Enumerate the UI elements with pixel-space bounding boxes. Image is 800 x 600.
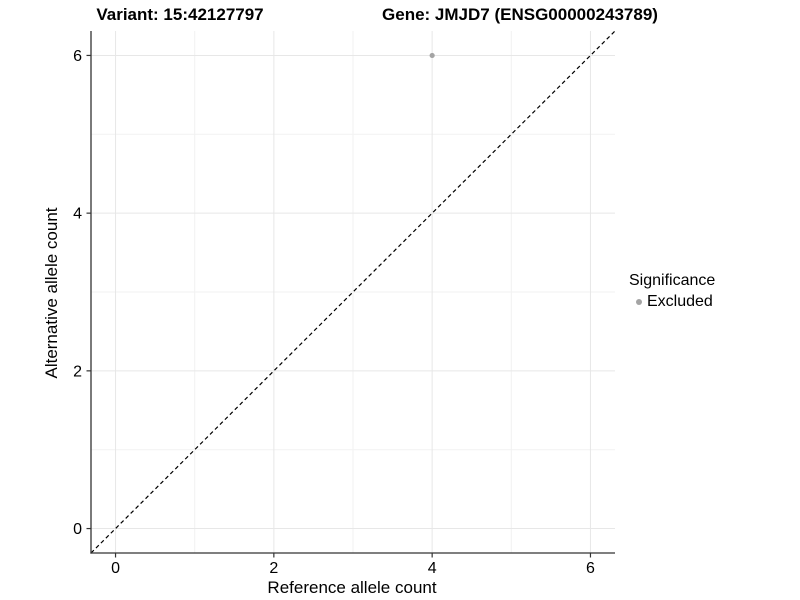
gene-title: Gene: JMJD7 (ENSG00000243789) (382, 5, 658, 24)
y-tick-label: 0 (73, 521, 82, 538)
variant-title: Variant: 15:42127797 (96, 5, 264, 24)
x-tick-label: 6 (586, 560, 595, 577)
y-axis-title: Alternative allele count (42, 207, 61, 379)
x-tick-label: 0 (111, 560, 120, 577)
legend-item-label: Excluded (647, 293, 713, 310)
y-tick-label: 2 (73, 363, 82, 380)
data-point (429, 52, 435, 59)
y-tick-label: 6 (73, 48, 82, 65)
legend-title: Significance (629, 272, 716, 289)
y-tick-label: 4 (73, 206, 82, 223)
x-tick-label: 4 (428, 560, 437, 577)
identity-dashed-line (90, 30, 616, 554)
legend-item-excluded: Excluded (629, 293, 715, 311)
legend: Significance Excluded (629, 272, 715, 311)
x-axis-title: Reference allele count (267, 578, 437, 597)
x-tick-label: 2 (269, 560, 278, 577)
excluded-point-icon (636, 299, 642, 305)
